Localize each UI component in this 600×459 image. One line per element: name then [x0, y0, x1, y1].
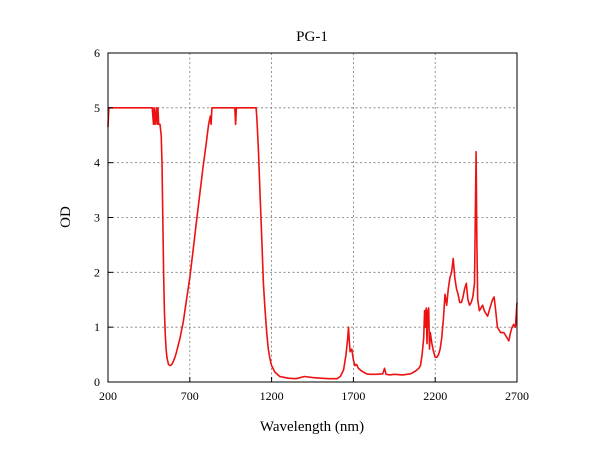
y-tick-label: 5 [94, 101, 100, 115]
x-tick-label: 2200 [423, 389, 447, 403]
y-tick-label: 4 [94, 156, 100, 170]
chart-title: PG-1 [296, 29, 328, 45]
y-tick-label: 0 [94, 375, 100, 389]
y-tick-label: 2 [94, 265, 100, 279]
x-tick-label: 200 [99, 389, 117, 403]
tick-layer: 200 700 1200 1700 2200 2700 0 1 2 3 4 5 6 [94, 46, 529, 403]
x-tick-label: 1700 [341, 389, 365, 403]
x-axis-label: Wavelength (nm) [260, 419, 364, 435]
series-layer [107, 107, 518, 380]
y-tick-label: 1 [94, 320, 100, 334]
y-tick-label: 6 [94, 46, 100, 60]
x-tick-label: 2700 [505, 389, 529, 403]
y-tick-label: 3 [94, 211, 100, 225]
od-series-line [107, 107, 518, 380]
x-tick-label: 1200 [260, 389, 284, 403]
y-axis-label: OD [58, 206, 74, 228]
x-tick-label: 700 [181, 389, 199, 403]
grid-layer [108, 53, 517, 382]
